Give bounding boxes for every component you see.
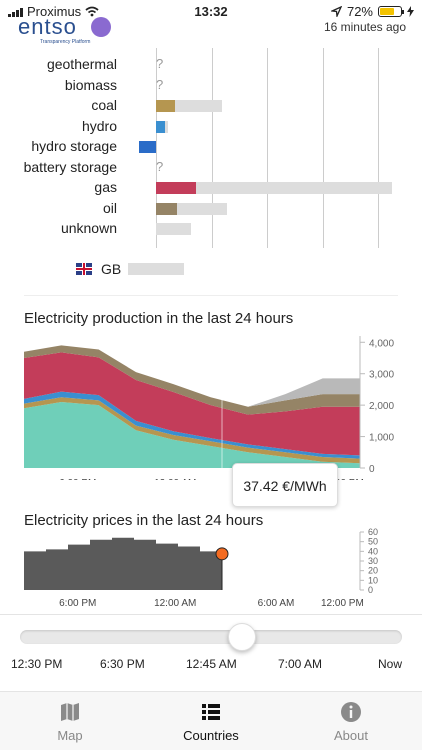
- production-row: coal: [0, 96, 422, 116]
- y-tick-label: 0: [368, 585, 373, 595]
- status-bar: Proximus 13:32 72%: [0, 0, 422, 22]
- production-type-label: hydro: [81, 117, 117, 134]
- production-row: biomass?: [0, 76, 422, 96]
- y-tick-label: 10: [368, 575, 378, 585]
- y-tick-label: 3,000: [369, 370, 394, 381]
- exchange-country: GB: [101, 261, 122, 277]
- x-tick-label: 6:00 PM: [59, 598, 96, 608]
- production-type-label: gas: [94, 179, 117, 195]
- location-arrow-icon: [330, 6, 342, 17]
- x-tick-label: 6:00 AM: [258, 598, 295, 608]
- gridline: [378, 48, 379, 248]
- list-icon: [202, 704, 220, 720]
- production-series-area[interactable]: [24, 345, 360, 415]
- divider: [24, 295, 398, 296]
- y-tick-label: 4,000: [369, 338, 394, 349]
- production-type-label: biomass: [64, 76, 117, 93]
- current-price-marker[interactable]: [215, 547, 229, 561]
- production-row: battery storage?: [0, 158, 422, 178]
- production-bar[interactable]: [139, 141, 156, 153]
- exchange-bar: [128, 263, 184, 275]
- info-icon: [341, 702, 361, 722]
- production-type-label: oil: [102, 199, 117, 216]
- y-tick-label: 0: [369, 464, 375, 475]
- slider-label: 12:30 PM: [11, 657, 63, 671]
- production-type-label: hydro storage: [31, 138, 117, 154]
- clock: 13:32: [194, 4, 228, 19]
- gridline: [212, 48, 213, 248]
- price-chart-title: Electricity prices in the last 24 hours: [24, 512, 264, 529]
- production-row: gas: [0, 178, 422, 198]
- map-icon: [61, 703, 79, 721]
- time-slider-track[interactable]: [20, 630, 402, 644]
- production-bar[interactable]: [156, 202, 178, 215]
- battery-percent: 72%: [346, 4, 373, 19]
- production-bar[interactable]: [156, 182, 197, 194]
- tab-map[interactable]: Map: [0, 692, 140, 750]
- unknown-capacity-icon: ?: [156, 56, 164, 71]
- y-tick-label: 2,000: [369, 401, 394, 412]
- gridline: [323, 48, 324, 248]
- gridline: [267, 48, 268, 248]
- production-bar[interactable]: [156, 120, 166, 133]
- tab-label: Countries: [183, 728, 239, 743]
- x-tick-label: 12:00 AM: [154, 478, 196, 480]
- production-row: unknown: [0, 219, 422, 239]
- exchange-row-gb[interactable]: GB: [0, 260, 422, 280]
- x-tick-label: 12:00 PM: [321, 478, 364, 480]
- wifi-icon: [85, 6, 99, 17]
- production-type-label: unknown: [60, 220, 117, 236]
- slider-label: 12:45 AM: [186, 657, 237, 671]
- tab-label: About: [334, 728, 368, 743]
- y-tick-label: 20: [368, 566, 378, 576]
- charging-icon: [407, 6, 414, 17]
- x-tick-label: 12:00 PM: [321, 598, 364, 608]
- y-tick-label: 1,000: [369, 433, 394, 444]
- gb-flag-icon: [76, 263, 92, 275]
- logo-e-mark: [91, 17, 111, 37]
- production-chart-title: Electricity production in the last 24 ho…: [24, 310, 294, 327]
- tab-label: Map: [57, 728, 83, 743]
- slider-label: 6:30 PM: [100, 657, 145, 671]
- carrier: Proximus: [8, 4, 99, 19]
- carrier-name: Proximus: [27, 4, 82, 19]
- time-slider-thumb[interactable]: [227, 623, 256, 651]
- x-tick-label: 12:00 AM: [154, 598, 196, 608]
- slider-label: Now: [378, 657, 403, 671]
- tab-bar: Map Countries About: [0, 691, 422, 750]
- production-type-label: coal: [91, 97, 117, 113]
- production-type-label: geothermal: [46, 56, 117, 72]
- entsoe-logo: entso Transparency Platform: [18, 14, 138, 46]
- last-updated: 16 minutes ago: [323, 20, 406, 34]
- y-tick-label: 60: [368, 528, 378, 537]
- production-row: oil: [0, 199, 422, 219]
- signal-icon: [8, 7, 23, 17]
- x-tick-label: 6:00 PM: [59, 478, 96, 480]
- y-tick-label: 40: [368, 546, 378, 556]
- production-row: geothermal?: [0, 55, 422, 75]
- capacity-bar: [156, 182, 392, 194]
- price-area: [24, 537, 222, 590]
- production-breakdown: geothermal? biomass? coal hydro hydro storag…: [0, 48, 422, 248]
- y-tick-label: 50: [368, 537, 378, 547]
- production-bar[interactable]: [156, 100, 175, 112]
- production-row: hydro: [0, 117, 422, 137]
- production-row: hydro storage: [0, 137, 422, 157]
- gridline: [156, 48, 157, 248]
- production-series-area[interactable]: [24, 352, 360, 456]
- slider-label: 7:00 AM: [278, 657, 323, 671]
- production-type-label: battery storage: [23, 158, 117, 175]
- price-tooltip: 37.42 €/MWh: [232, 463, 338, 507]
- capacity-bar: [156, 223, 192, 235]
- battery-icon: [378, 6, 404, 17]
- tab-about[interactable]: About: [281, 692, 421, 750]
- production-series-area[interactable]: [24, 402, 360, 468]
- unknown-capacity-icon: ?: [156, 158, 164, 174]
- unknown-capacity-icon: ?: [156, 76, 164, 92]
- tab-countries[interactable]: Countries: [141, 692, 281, 750]
- divider: [0, 614, 422, 615]
- y-tick-label: 30: [368, 556, 378, 566]
